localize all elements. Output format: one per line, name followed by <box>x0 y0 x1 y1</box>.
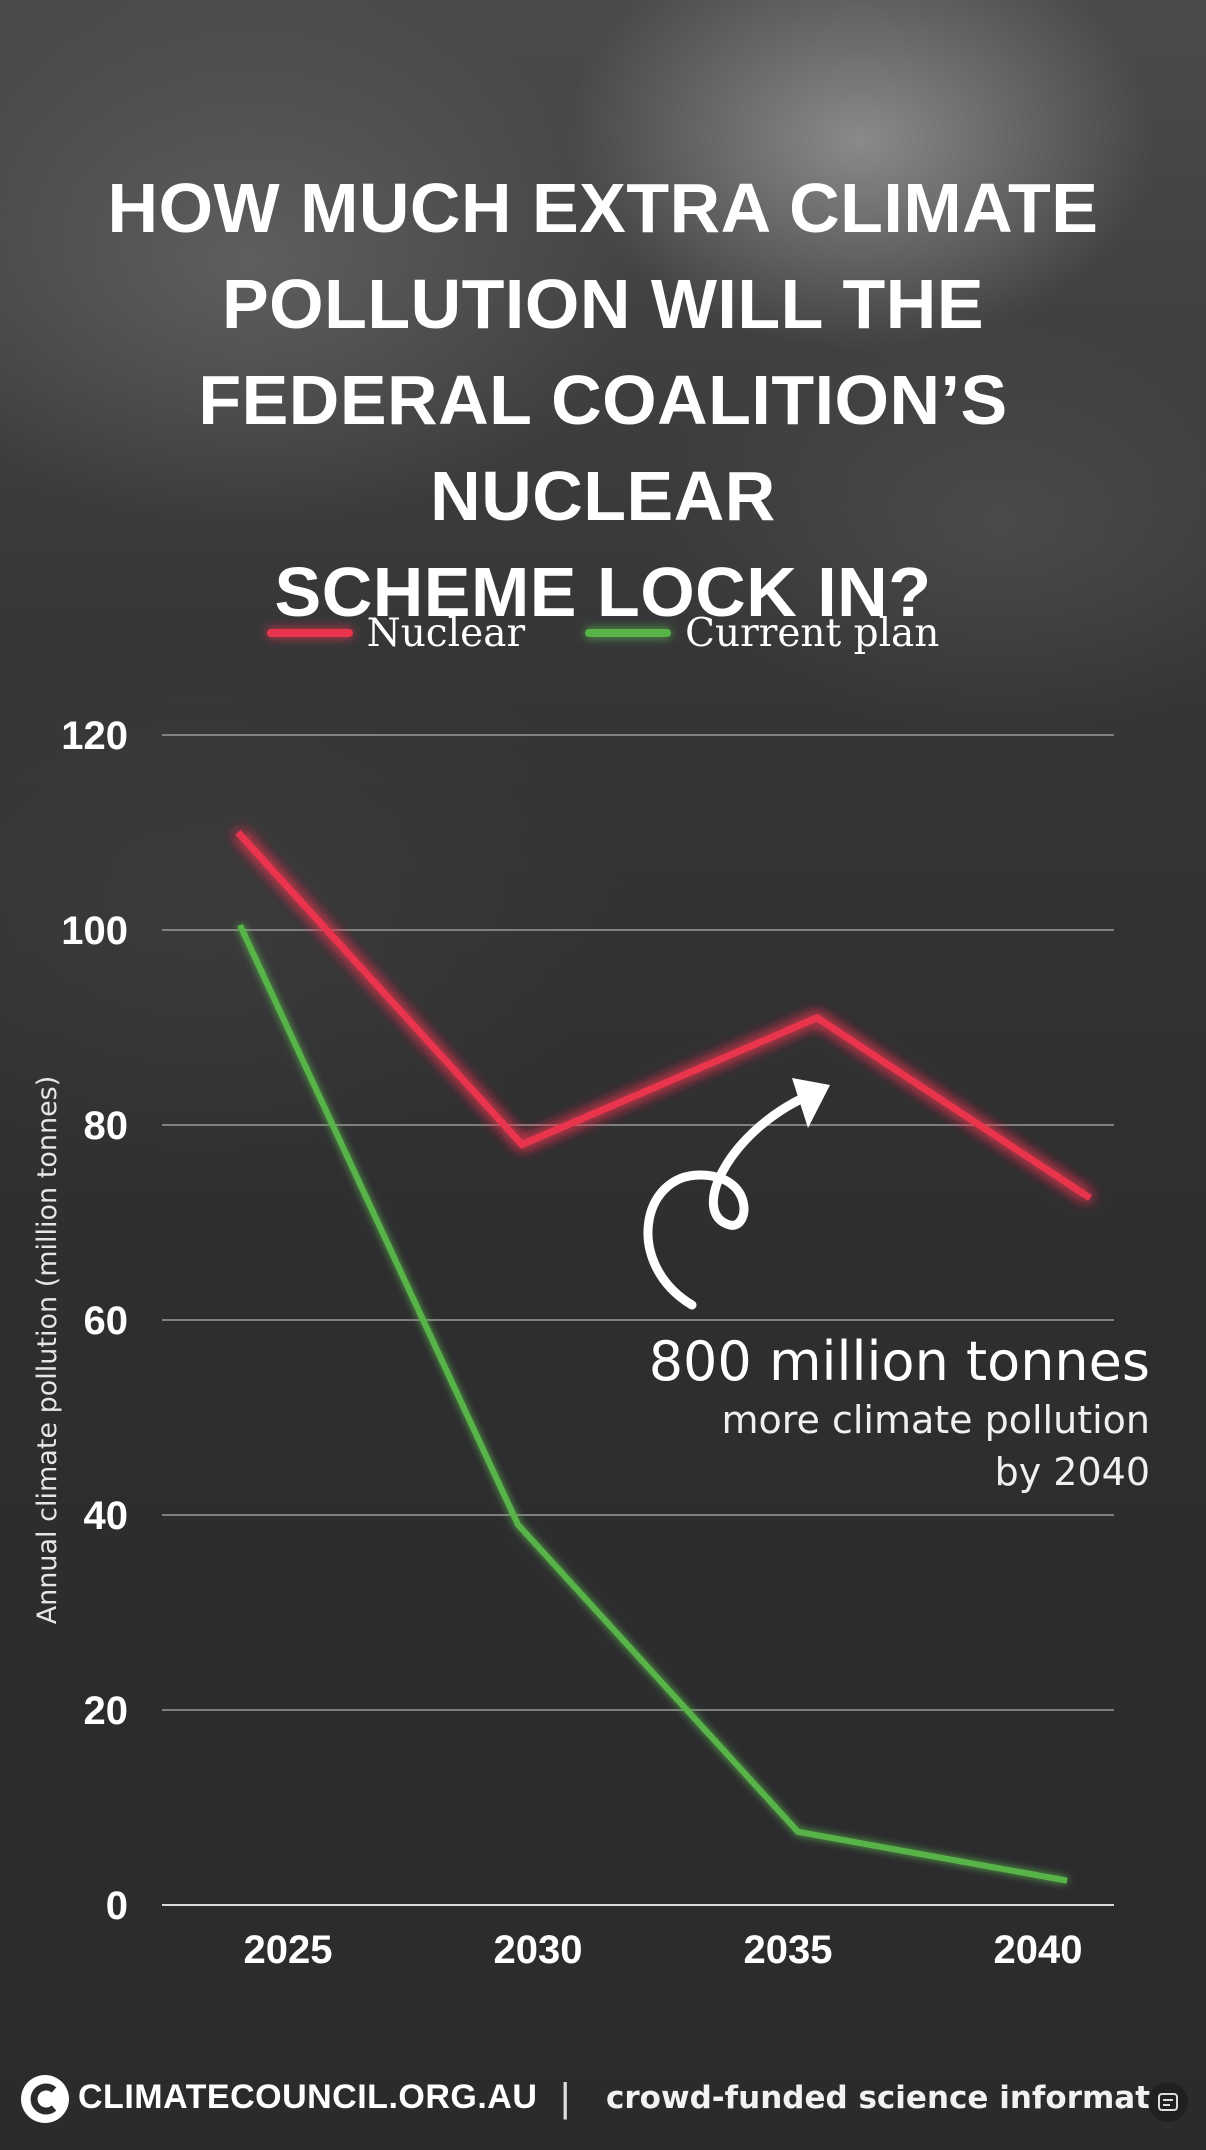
chart-title: HOW MUCH EXTRA CLIMATE POLLUTION WILL TH… <box>107 169 1099 631</box>
x-tick-label: 2025 <box>244 1928 333 1972</box>
annotation-sub-line1: more climate pollution <box>721 1398 1150 1442</box>
y-tick-label: 120 <box>61 714 128 758</box>
menu-icon <box>1158 2093 1178 2111</box>
annotation-main: 800 million tonnes <box>648 1330 1150 1393</box>
menu-button[interactable] <box>1148 2082 1188 2122</box>
legend-label-current-plan: Current plan <box>685 610 940 656</box>
y-tick-label: 20 <box>84 1689 129 1733</box>
annotation-sub-line2: by 2040 <box>994 1450 1150 1494</box>
climate-council-c-icon <box>21 2075 69 2123</box>
footer-separator: | <box>560 2076 571 2120</box>
x-tick-label: 2035 <box>744 1928 833 1972</box>
y-tick-label: 100 <box>61 909 128 953</box>
annotation: 800 million tonnes more climate pollutio… <box>649 1330 1150 1498</box>
legend-item-current-plan: Current plan <box>585 611 939 656</box>
legend-swatch-nuclear <box>266 629 353 637</box>
series-line-nuclear <box>235 830 1092 1202</box>
y-tick-label: 40 <box>84 1494 129 1538</box>
legend-label-nuclear: Nuclear <box>366 610 526 656</box>
footer-tagline: crowd-funded science informat <box>606 2080 1151 2116</box>
x-tick-label: 2040 <box>994 1928 1083 1972</box>
curved-arrow-icon <box>643 1078 830 1310</box>
x-tick-label: 2030 <box>494 1928 583 1972</box>
series-line-current-plan <box>237 923 1068 1884</box>
y-tick-label: 80 <box>84 1104 129 1148</box>
y-tick-label: 60 <box>84 1299 129 1343</box>
legend: Nuclear Current plan <box>0 608 1206 658</box>
y-axis-label: Annual climate pollution (million tonnes… <box>32 1076 63 1625</box>
legend-swatch-current-plan <box>585 629 672 637</box>
brand-link[interactable]: CLIMATECOUNCIL.ORG.AU <box>78 2078 538 2116</box>
y-tick-label: 0 <box>106 1884 128 1928</box>
legend-item-nuclear: Nuclear <box>266 610 526 656</box>
